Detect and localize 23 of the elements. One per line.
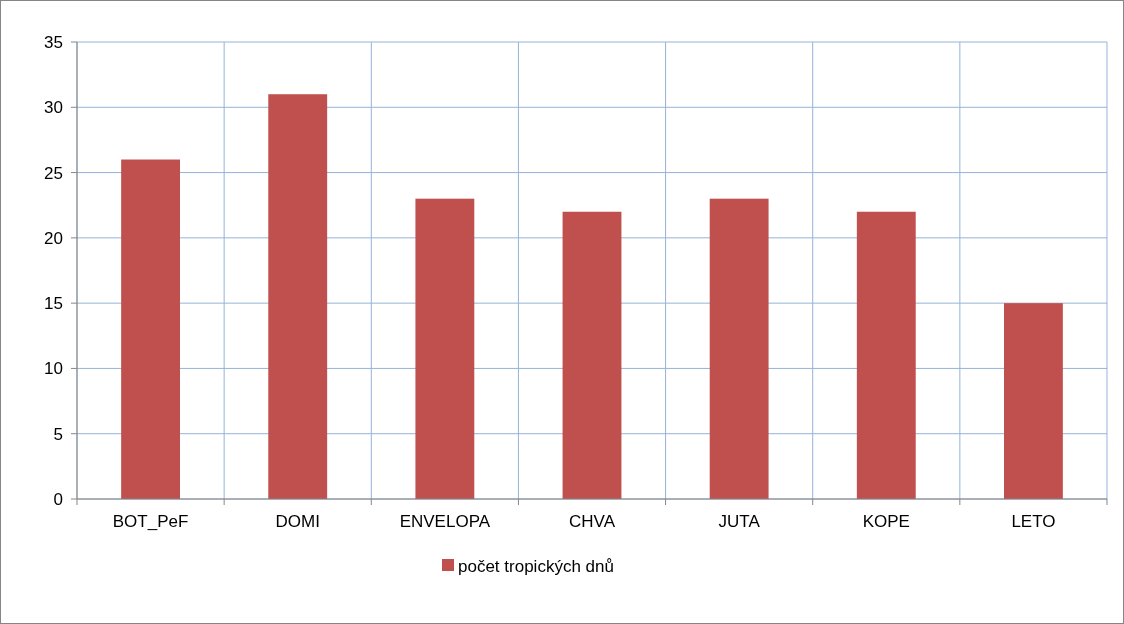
bar <box>1004 303 1063 499</box>
bar <box>562 211 622 499</box>
bar <box>268 94 328 499</box>
x-tick-label: LETO <box>1011 512 1056 531</box>
bar <box>415 198 475 499</box>
y-tick-label: 15 <box>44 294 63 314</box>
y-tick-label: 30 <box>44 98 63 118</box>
bar <box>856 211 916 499</box>
y-tick-label: 5 <box>53 424 63 444</box>
x-tick-label: KOPE <box>862 512 910 531</box>
x-tick-label: JUTA <box>718 512 761 531</box>
legend-label: počet tropických dnů <box>458 556 614 576</box>
y-tick-label: 0 <box>53 489 63 509</box>
x-tick-label: BOT_PeF <box>112 512 189 531</box>
y-tick-label: 20 <box>44 228 63 248</box>
x-tick-label: ENVELOPA <box>399 512 491 531</box>
bar <box>121 159 180 499</box>
y-tick-label: 10 <box>44 359 63 379</box>
bar <box>709 198 769 499</box>
x-tick-label: DOMI <box>275 512 320 531</box>
y-tick-label: 35 <box>44 32 63 52</box>
x-tick-label: CHVA <box>569 512 616 531</box>
y-tick-label: 25 <box>44 163 63 183</box>
